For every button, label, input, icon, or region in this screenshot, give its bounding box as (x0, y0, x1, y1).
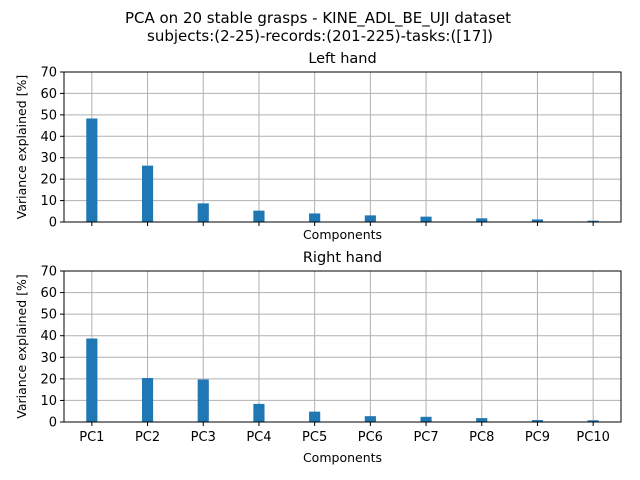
bar-pc9 (531, 420, 544, 422)
y-axis-label: Variance explained [%] (14, 75, 29, 220)
axes-frame (63, 270, 622, 423)
bar-pc1 (86, 338, 98, 422)
bar-pc2 (141, 165, 154, 222)
figure-title-line1: PCA on 20 stable grasps - KINE_ADL_BE_UJ… (125, 9, 511, 28)
bar-pc6 (364, 416, 376, 422)
y-axis-label: Variance explained [%] (14, 274, 29, 419)
axes-frame (63, 71, 622, 223)
x-tick-label: PC1 (79, 430, 104, 445)
subplot-title: Left hand (308, 51, 376, 67)
y-tick-label: 60 (40, 87, 57, 102)
bar-pc3 (197, 203, 209, 222)
x-tick-label: PC5 (302, 430, 327, 445)
bar-pc10 (587, 220, 599, 222)
y-tick-label: 40 (40, 329, 57, 344)
bar-pc5 (309, 411, 321, 422)
y-tick-label: 60 (40, 286, 57, 301)
y-tick-label: 20 (40, 173, 57, 188)
bar-pc6 (364, 215, 376, 222)
y-tick-label: 0 (49, 416, 57, 431)
x-tick-label: PC10 (576, 430, 609, 445)
y-tick-label: 50 (40, 108, 57, 123)
x-tick-label: PC3 (191, 430, 216, 445)
bar-pc5 (309, 213, 321, 222)
bar-pc8 (476, 418, 488, 422)
y-tick-label: 30 (40, 351, 57, 366)
subplot-title: Right hand (303, 250, 382, 266)
bar-pc4 (253, 210, 265, 222)
bar-pc8 (476, 218, 488, 222)
figure-title-line2: subjects:(2-25)-records:(201-225)-tasks:… (147, 27, 493, 45)
x-tick-label: PC4 (246, 430, 271, 445)
x-tick-label: PC2 (135, 430, 160, 445)
y-tick-label: 30 (40, 151, 57, 166)
y-tick-label: 70 (40, 265, 57, 280)
x-tick-label: PC9 (525, 430, 550, 445)
bar-pc3 (197, 379, 209, 422)
y-tick-label: 20 (40, 372, 57, 387)
y-tick-label: 40 (40, 130, 57, 145)
y-tick-label: 10 (40, 394, 57, 409)
y-tick-label: 70 (40, 66, 57, 81)
y-tick-label: 0 (49, 216, 57, 231)
bar-pc1 (86, 118, 98, 222)
subplot-2: 0 10 20 30 40 50 60 70 PC1 PC2 PC3 PC4 PC5 PC6 PC7 PC8 P… (14, 250, 622, 465)
bar-pc2 (141, 377, 154, 422)
bar-pc4 (253, 403, 265, 422)
y-tick-label: 10 (40, 194, 57, 209)
bar-pc7 (420, 416, 432, 422)
bar-pc10 (587, 420, 599, 422)
x-tick-label: PC7 (413, 430, 438, 445)
subplots: 0 10 20 30 40 50 60 70 Left hand Components Varian… (14, 51, 622, 465)
x-tick-label: PC6 (358, 430, 383, 445)
x-tick-label: PC8 (469, 430, 494, 445)
x-axis-label: Components (303, 227, 382, 242)
bar-pc7 (420, 216, 432, 222)
subplot-1: 0 10 20 30 40 50 60 70 Left hand Components Varian… (14, 51, 622, 242)
x-axis-label: Components (303, 450, 382, 465)
y-tick-label: 50 (40, 308, 57, 323)
bar-pc9 (531, 219, 544, 222)
